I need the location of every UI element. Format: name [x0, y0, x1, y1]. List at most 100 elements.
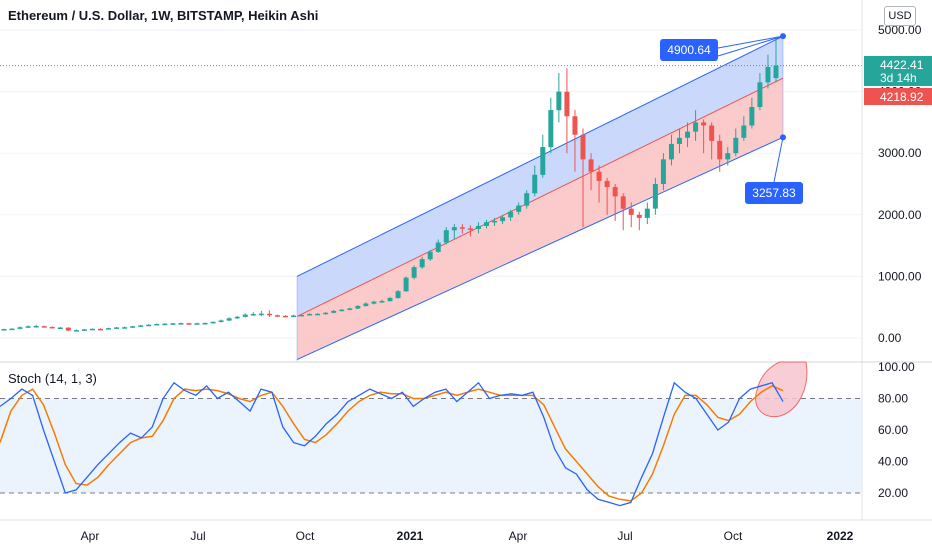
oscillator-title: Stoch (14, 1, 3) — [8, 371, 97, 386]
candle-body — [218, 320, 224, 322]
candle-body — [258, 313, 264, 316]
time-axis-label: Jul — [190, 529, 205, 543]
candle-body — [628, 208, 634, 215]
price-tick-label: 2000.00 — [878, 208, 922, 222]
candle-body — [242, 314, 248, 317]
candle-body — [307, 313, 313, 316]
candle-body — [540, 147, 546, 175]
candle-body — [49, 326, 55, 329]
candle-body — [73, 330, 79, 332]
candle-body — [524, 193, 530, 206]
upper-channel-endpoint[interactable] — [780, 33, 786, 40]
candle-body — [138, 325, 144, 327]
candle-body — [106, 328, 112, 330]
candle-body — [500, 217, 506, 222]
candle-body — [146, 324, 152, 327]
time-axis[interactable]: Apr Jul Oct 2021 Apr Jul Oct 2022 — [81, 529, 854, 543]
currency-button[interactable]: USD — [884, 6, 916, 26]
candle-body — [596, 171, 602, 181]
time-axis-label: 2021 — [397, 529, 424, 543]
price-tick-label: 1000.00 — [878, 269, 922, 283]
candle-body — [652, 184, 658, 209]
candle-body — [57, 327, 63, 330]
last-price-value: 4422.41 — [880, 58, 924, 72]
candle-body — [435, 242, 441, 252]
candle-body — [33, 325, 39, 328]
time-axis-label: Oct — [724, 529, 743, 543]
candle-body — [717, 140, 723, 160]
candle-body — [41, 326, 47, 328]
candle-body — [282, 315, 288, 318]
candle-body — [636, 214, 642, 218]
lower-channel-endpoint[interactable] — [780, 134, 786, 141]
candle-body — [1, 329, 7, 331]
candle-body — [323, 312, 329, 315]
candle-body — [741, 125, 747, 138]
upper-channel-callout: 4900.64 — [660, 35, 784, 61]
candle-body — [419, 259, 425, 268]
stoch-tick-label: 100.00 — [878, 360, 915, 374]
price-tick-label: 3000.00 — [878, 146, 922, 160]
candle-body — [612, 187, 618, 197]
candle-body — [89, 328, 95, 331]
candle-body — [347, 308, 353, 310]
candle-body — [226, 318, 232, 321]
candle-body — [580, 134, 586, 160]
regression-channel — [296, 35, 784, 362]
candle-body — [484, 222, 489, 227]
candle-body — [685, 131, 691, 138]
candle-body — [266, 313, 272, 316]
candle-body — [130, 326, 136, 328]
candle-body — [371, 301, 377, 304]
candle-body — [548, 110, 554, 148]
candle-body — [395, 291, 401, 299]
candle-body — [701, 122, 707, 126]
candle-body — [668, 143, 674, 160]
channel-lower-line — [296, 136, 784, 361]
candle-body — [339, 309, 345, 312]
candle-body — [532, 174, 538, 194]
candle-body — [459, 227, 465, 229]
stoch-band — [0, 398, 862, 493]
open-price-value: 4218.92 — [880, 90, 924, 104]
candle-body — [773, 65, 779, 79]
time-axis-label: Oct — [296, 529, 315, 543]
candle-body — [210, 321, 216, 324]
chart-title: Ethereum / U.S. Dollar, 1W, BITSTAMP, He… — [8, 8, 318, 23]
stoch-tick-label: 20.00 — [878, 486, 908, 500]
stoch-axis[interactable]: 100.00 80.00 60.00 40.00 20.00 — [878, 360, 915, 500]
candle-body — [508, 211, 514, 218]
time-axis-label: Apr — [81, 529, 100, 543]
candle-body — [98, 328, 103, 331]
candle-body — [186, 323, 192, 325]
candle-body — [660, 159, 666, 184]
channel-lower-fill — [297, 78, 783, 360]
open-price-tag — [864, 88, 932, 105]
price-tick-label: 0.00 — [878, 331, 902, 345]
stoch-tick-label: 80.00 — [878, 392, 908, 406]
candle-body — [451, 227, 457, 231]
candle-body — [467, 228, 473, 230]
stoch-tick-label: 60.00 — [878, 423, 908, 437]
price-tick-label: 5000.00 — [878, 23, 922, 37]
last-price-tag — [864, 56, 932, 86]
channel-upper-fill — [297, 36, 783, 317]
candle-body — [250, 313, 256, 316]
candle-body — [725, 153, 731, 160]
candle-body — [387, 297, 393, 302]
channel-upper-line — [296, 35, 784, 277]
candle-body — [162, 323, 168, 326]
bar-countdown: 3d 14h — [880, 71, 917, 85]
candle-body — [765, 66, 771, 83]
channel-middle-line — [296, 77, 784, 317]
time-axis-label: Jul — [617, 529, 632, 543]
candles — [1, 38, 779, 332]
candle-body — [757, 82, 763, 107]
candle-body — [492, 220, 498, 223]
candle-body — [644, 208, 650, 218]
candle-body — [234, 316, 240, 319]
candle-body — [170, 323, 176, 325]
candle-body — [572, 116, 578, 135]
candle-body — [677, 137, 682, 144]
